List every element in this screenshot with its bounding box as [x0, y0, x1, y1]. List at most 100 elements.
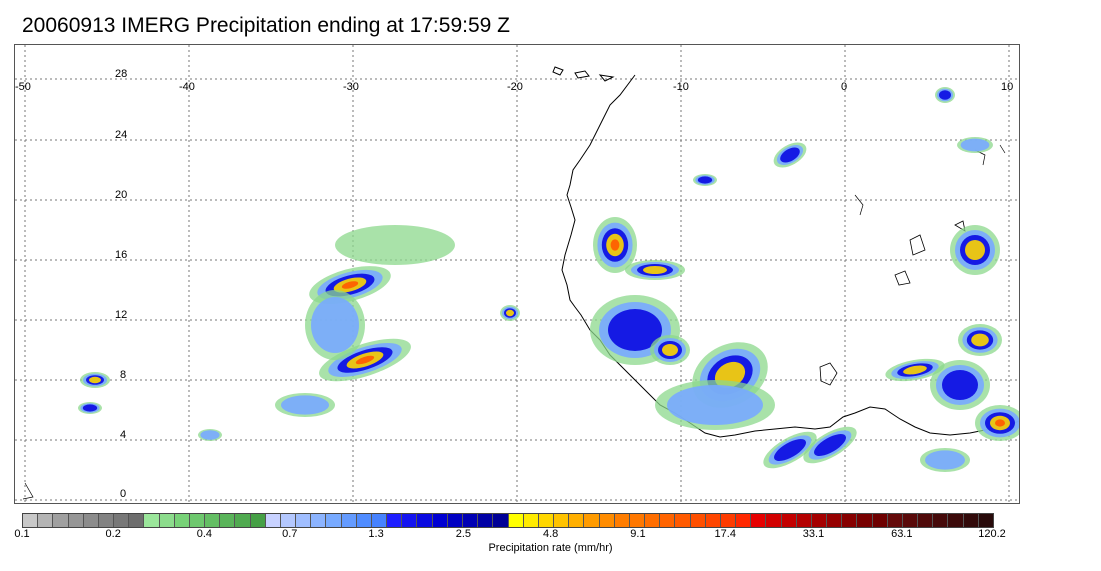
colorbar-swatch: [629, 514, 646, 527]
lat-label: 8: [120, 369, 127, 381]
colorbar-tick-label: 0.1: [14, 528, 30, 540]
colorbar-swatch: [599, 514, 615, 527]
precipitation-cell: [82, 404, 98, 412]
colorbar-swatch: [660, 514, 676, 527]
colorbar-swatch: [129, 514, 145, 527]
colorbar-swatch: [189, 514, 206, 527]
lat-label: 0: [120, 488, 127, 500]
colorbar-swatch: [978, 514, 993, 527]
lon-label: -20: [507, 81, 523, 93]
colorbar-swatch: [827, 514, 843, 527]
precipitation-cell: [335, 225, 455, 265]
colorbar-swatch: [220, 514, 236, 527]
colorbar-swatch: [159, 514, 175, 527]
colorbar-swatch: [614, 514, 630, 527]
colorbar-swatch: [356, 514, 372, 527]
colorbar-swatch: [781, 514, 797, 527]
lat-label: 16: [115, 249, 128, 261]
colorbar-swatch: [402, 514, 418, 527]
colorbar-swatch: [508, 514, 524, 527]
page-title: 20060913 IMERG Precipitation ending at 1…: [22, 14, 510, 37]
colorbar-swatch: [887, 514, 903, 527]
colorbar-swatch: [902, 514, 919, 527]
colorbar-swatch: [538, 514, 555, 527]
colorbar: [22, 513, 994, 528]
colorbar-swatch: [478, 514, 494, 527]
colorbar-swatch: [584, 514, 600, 527]
coastline: [561, 74, 1019, 438]
colorbar-tick-label: 17.4: [714, 528, 736, 540]
colorbar-swatch: [387, 514, 403, 527]
colorbar-tick-label: 1.3: [368, 528, 384, 540]
colorbar-swatch: [811, 514, 828, 527]
precipitation-cell: [610, 239, 620, 251]
precipitation-cell: [925, 450, 965, 470]
gridlines: [15, 45, 1019, 503]
coastline-island: [552, 66, 615, 82]
colorbar-swatch: [83, 514, 99, 527]
colorbar-swatch: [872, 514, 888, 527]
precipitation-cell: [965, 240, 985, 260]
precipitation-cell: [814, 434, 846, 456]
colorbar-swatch: [963, 514, 979, 527]
lon-label: 0: [841, 81, 848, 93]
map-panel: -50 -40 -30 -20 -10 0 10 28 24 20 16 12 …: [14, 44, 1020, 504]
precipitation-cell: [780, 147, 800, 163]
colorbar-swatch: [766, 514, 782, 527]
precipitation-cell: [341, 281, 359, 289]
precipitation-cell: [311, 297, 359, 353]
colorbar-swatch: [417, 514, 433, 527]
precipitation-cell: [662, 344, 678, 356]
colorbar-swatch: [918, 514, 934, 527]
colorbar-swatch: [296, 514, 312, 527]
precipitation-cell: [960, 138, 990, 152]
colorbar-tick-label: 2.5: [455, 528, 471, 540]
colorbar-swatch: [554, 514, 570, 527]
colorbar-tick-label: 9.1: [630, 528, 646, 540]
lat-label: 28: [115, 68, 128, 80]
precipitation-cell: [697, 176, 713, 184]
precipitation-cell: [667, 385, 763, 425]
precipitation-cell: [608, 309, 662, 351]
colorbar-swatch: [933, 514, 949, 527]
colorbar-swatch: [705, 514, 721, 527]
colorbar-swatch: [23, 514, 39, 527]
colorbar-swatch: [675, 514, 691, 527]
colorbar-swatch: [311, 514, 327, 527]
colorbar-swatch: [948, 514, 964, 527]
colorbar-swatch: [174, 514, 190, 527]
precipitation-cell: [939, 90, 951, 100]
colorbar-swatch: [68, 514, 84, 527]
lakes: [819, 220, 966, 386]
colorbar-swatch: [690, 514, 706, 527]
colorbar-swatch: [98, 514, 115, 527]
precipitation-cell: [506, 309, 514, 317]
map-canvas: [15, 45, 1019, 503]
precipitation-cell: [774, 439, 806, 461]
colorbar-swatch: [523, 514, 539, 527]
lat-label: 20: [115, 189, 128, 201]
colorbar-tick-label: 4.8: [542, 528, 559, 540]
colorbar-swatch: [493, 514, 509, 527]
colorbar-swatch: [751, 514, 767, 527]
colorbar-label: Precipitation rate (mm/hr): [488, 542, 613, 554]
lon-label: -30: [343, 81, 359, 93]
precipitation-cell: [355, 355, 375, 365]
colorbar-swatch: [235, 514, 251, 527]
colorbar-swatch: [114, 514, 130, 527]
colorbar-swatch: [645, 514, 661, 527]
colorbar-swatch: [842, 514, 858, 527]
colorbar-swatch: [462, 514, 479, 527]
colorbar-tick-label: 0.4: [196, 528, 213, 540]
colorbar-swatch: [720, 514, 737, 527]
colorbar-swatch: [432, 514, 448, 527]
colorbar-swatch: [265, 514, 281, 527]
lon-label: 10: [1001, 81, 1014, 93]
lat-label: 12: [115, 309, 128, 321]
river-coast-detail: [22, 144, 1006, 500]
colorbar-tick-label: 63.1: [891, 528, 913, 540]
colorbar-swatch: [569, 514, 585, 527]
precipitation-cell: [942, 370, 978, 400]
precipitation-cell: [643, 266, 667, 274]
colorbar-tick-label: 0.7: [282, 528, 298, 540]
